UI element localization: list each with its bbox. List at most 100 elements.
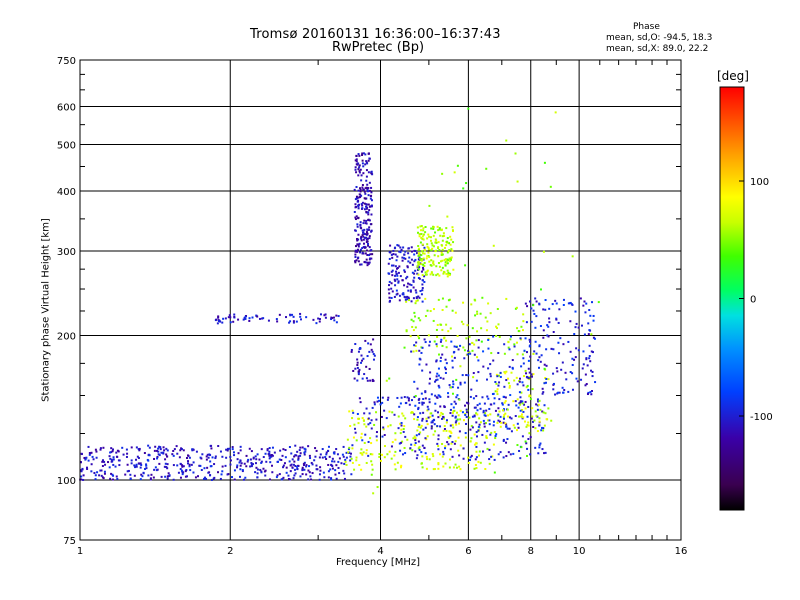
data-point — [394, 284, 397, 287]
data-point — [432, 308, 435, 311]
data-point — [324, 313, 327, 316]
data-point — [403, 269, 406, 272]
data-point — [437, 463, 440, 466]
data-point — [409, 289, 412, 292]
data-point — [289, 320, 292, 323]
data-point — [155, 469, 158, 472]
data-point — [483, 425, 486, 428]
data-point — [476, 413, 479, 416]
data-point — [357, 233, 360, 236]
data-point — [391, 274, 394, 277]
data-point — [318, 478, 321, 481]
data-point — [289, 478, 292, 481]
data-point — [406, 295, 409, 298]
data-point — [359, 190, 362, 193]
data-point — [276, 460, 279, 463]
data-point — [509, 338, 512, 341]
data-point — [527, 424, 530, 427]
data-point — [112, 448, 115, 451]
data-point — [368, 254, 371, 257]
data-point — [442, 429, 445, 432]
data-point — [394, 274, 397, 277]
data-point — [104, 463, 107, 466]
data-point — [153, 468, 156, 471]
data-point — [420, 229, 423, 232]
data-point — [398, 265, 401, 268]
data-point — [507, 377, 510, 380]
data-point — [445, 419, 448, 422]
data-point — [431, 421, 434, 424]
data-point — [433, 468, 436, 471]
data-point — [287, 477, 290, 480]
data-point — [186, 454, 189, 457]
data-point — [493, 397, 496, 400]
data-point — [465, 337, 468, 340]
data-point — [354, 250, 357, 253]
data-point — [239, 468, 242, 471]
data-point — [556, 370, 559, 373]
data-point — [390, 264, 393, 267]
data-point — [401, 256, 404, 259]
data-point — [436, 425, 439, 428]
data-point — [490, 455, 493, 458]
data-point — [393, 413, 396, 416]
data-point — [587, 333, 590, 336]
data-point — [327, 463, 330, 466]
data-point — [421, 346, 424, 349]
data-point — [445, 244, 448, 247]
data-point — [404, 298, 407, 301]
data-point — [469, 428, 472, 431]
data-point — [433, 340, 436, 343]
data-point — [410, 258, 413, 261]
data-point — [423, 246, 426, 249]
data-point — [176, 452, 179, 455]
data-point — [400, 464, 403, 467]
data-point — [423, 265, 426, 268]
data-point — [538, 356, 541, 359]
data-point — [444, 358, 447, 361]
data-point — [490, 403, 493, 406]
data-point — [471, 341, 474, 344]
data-point — [256, 472, 259, 475]
data-point — [484, 414, 487, 417]
data-point — [415, 457, 418, 460]
data-point — [239, 459, 242, 462]
data-point — [426, 269, 429, 272]
data-point — [465, 411, 468, 414]
data-point — [449, 272, 452, 275]
data-point — [177, 471, 180, 474]
data-point — [482, 411, 485, 414]
data-point — [180, 447, 183, 450]
data-point — [442, 272, 445, 275]
data-point — [573, 333, 576, 336]
data-point — [342, 455, 345, 458]
data-point — [308, 471, 311, 474]
data-point — [451, 455, 454, 458]
data-point — [298, 449, 301, 452]
data-point — [458, 454, 461, 457]
data-point — [245, 454, 248, 457]
data-point — [244, 315, 247, 318]
data-point — [367, 423, 370, 426]
data-point — [571, 357, 574, 360]
data-point — [526, 305, 529, 308]
data-point — [361, 417, 364, 420]
data-point — [452, 406, 455, 409]
data-point — [487, 347, 490, 350]
data-point — [533, 419, 536, 422]
data-point — [437, 416, 440, 419]
data-point — [499, 375, 502, 378]
data-point — [303, 447, 306, 450]
data-point — [413, 260, 416, 263]
data-point — [413, 344, 416, 347]
data-point — [391, 290, 394, 293]
data-point — [271, 464, 274, 467]
data-point — [425, 270, 428, 273]
data-point — [399, 251, 402, 254]
data-point — [534, 410, 537, 413]
data-point — [508, 384, 511, 387]
data-point — [348, 410, 351, 413]
data-point — [324, 316, 327, 319]
data-point — [590, 369, 593, 372]
data-point — [308, 465, 311, 468]
